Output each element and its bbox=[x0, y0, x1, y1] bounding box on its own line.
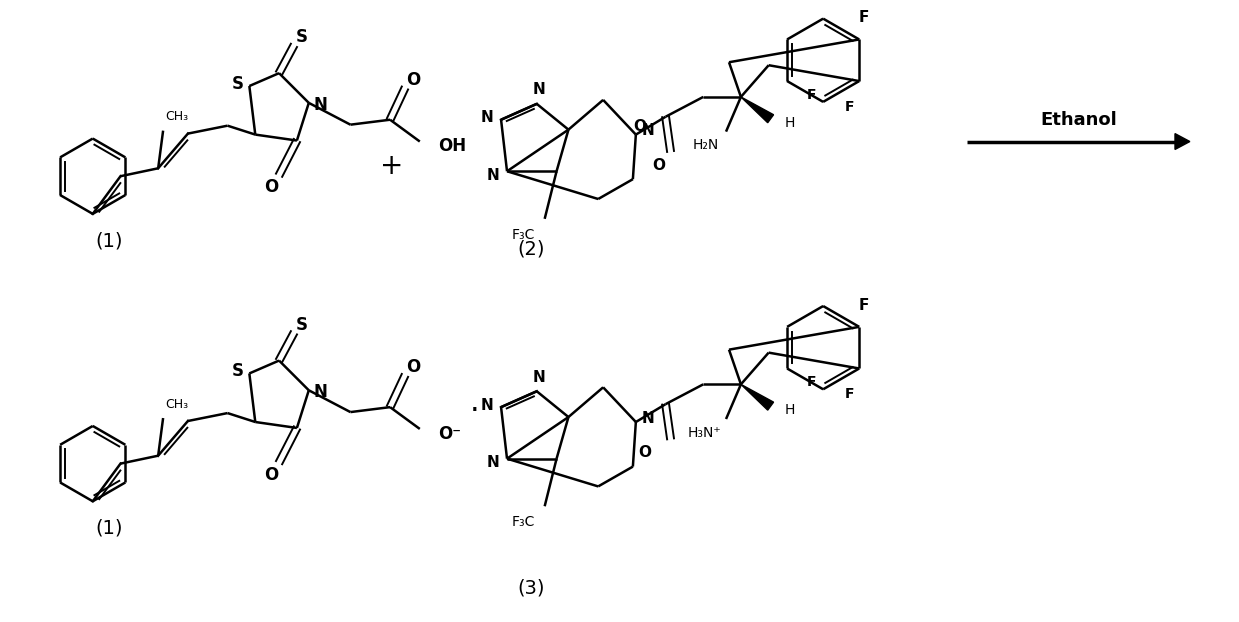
Text: H₃N⁺: H₃N⁺ bbox=[688, 426, 721, 440]
Text: S: S bbox=[232, 363, 243, 381]
Polygon shape bbox=[741, 97, 773, 123]
Text: N: N bbox=[487, 455, 499, 470]
Text: O: O bbox=[405, 71, 420, 89]
Text: F₃C: F₃C bbox=[512, 515, 534, 529]
Text: S: S bbox=[296, 29, 307, 47]
Text: F₃C: F₃C bbox=[512, 228, 534, 242]
Text: Ethanol: Ethanol bbox=[1040, 111, 1116, 129]
Text: ·: · bbox=[470, 397, 479, 425]
Text: F: F bbox=[845, 388, 855, 401]
Text: F: F bbox=[807, 375, 817, 389]
Text: F: F bbox=[807, 88, 817, 102]
Text: O: O bbox=[264, 465, 279, 483]
Text: OH: OH bbox=[437, 137, 466, 156]
Text: O: O bbox=[638, 445, 652, 460]
Text: N: N bbox=[313, 383, 327, 401]
Text: +: + bbox=[380, 152, 404, 180]
Text: O: O bbox=[652, 158, 665, 173]
Text: O: O bbox=[264, 178, 279, 196]
Text: N: N bbox=[642, 123, 654, 138]
Polygon shape bbox=[741, 384, 773, 410]
Text: O⁻: O⁻ bbox=[437, 425, 461, 443]
Text: S: S bbox=[296, 316, 307, 334]
Text: (3): (3) bbox=[517, 578, 545, 597]
Text: N: N bbox=[533, 83, 545, 98]
Text: (1): (1) bbox=[95, 519, 124, 537]
Polygon shape bbox=[1175, 134, 1189, 149]
Text: N: N bbox=[481, 397, 493, 412]
Text: CH₃: CH₃ bbox=[165, 397, 188, 411]
Text: N: N bbox=[487, 168, 499, 183]
Text: F: F bbox=[845, 100, 855, 114]
Text: N: N bbox=[481, 110, 493, 125]
Text: O: O bbox=[405, 358, 420, 376]
Text: S: S bbox=[232, 75, 243, 93]
Text: (2): (2) bbox=[517, 239, 545, 258]
Text: CH₃: CH₃ bbox=[165, 110, 188, 123]
Text: O: O bbox=[633, 119, 647, 134]
Text: H: H bbox=[784, 116, 795, 130]
Text: F: F bbox=[859, 297, 870, 312]
Text: H₂N: H₂N bbox=[693, 139, 720, 152]
Text: N: N bbox=[642, 411, 654, 425]
Text: N: N bbox=[533, 370, 545, 385]
Text: F: F bbox=[859, 10, 870, 25]
Text: H: H bbox=[784, 403, 795, 417]
Text: N: N bbox=[313, 96, 327, 114]
Text: (1): (1) bbox=[95, 231, 124, 250]
